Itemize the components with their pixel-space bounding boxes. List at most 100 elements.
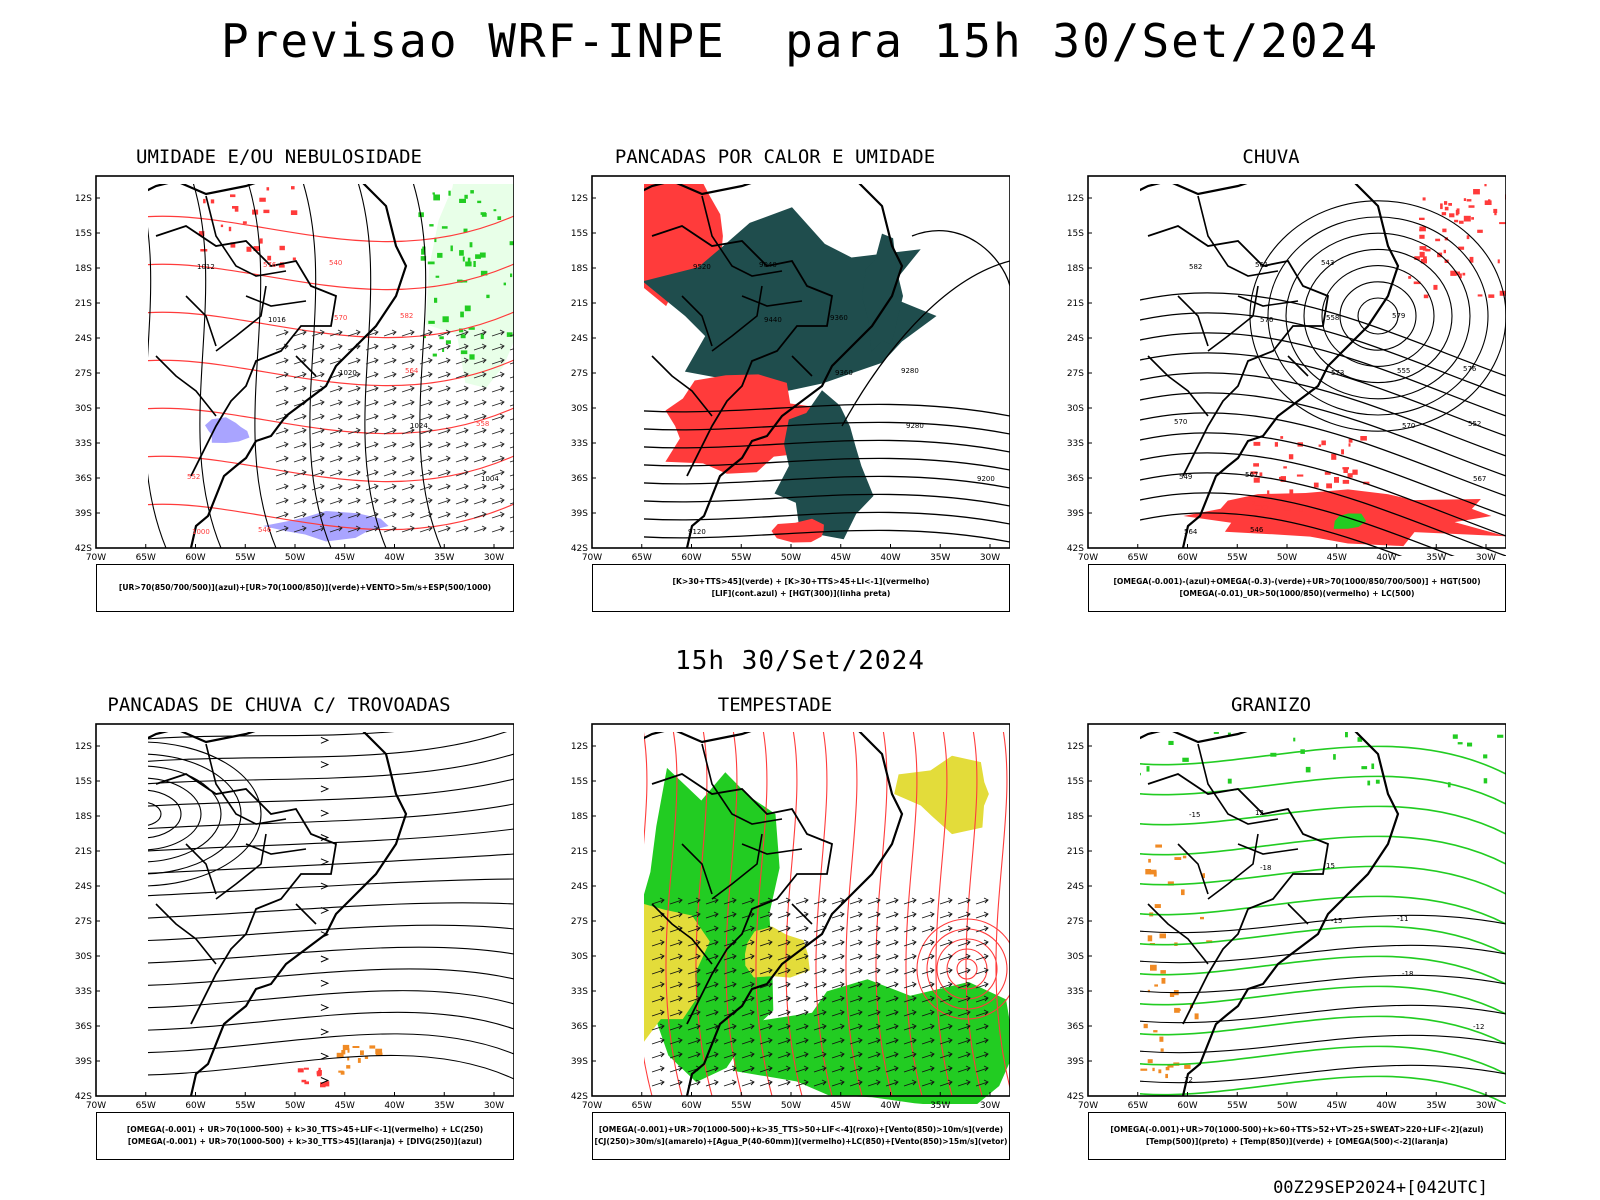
contour-label: 582 [400, 312, 413, 320]
latitude-label: 15S [75, 229, 92, 239]
wind-vector [867, 925, 881, 933]
latitude-label: 39S [75, 1057, 92, 1067]
wind-vector [275, 483, 289, 491]
humidity-speckle [442, 316, 449, 323]
wind-vector [903, 1023, 917, 1031]
wind-vector [491, 385, 505, 393]
temperature-speckle [1120, 776, 1125, 781]
wind-vector [383, 371, 397, 379]
water-vapor-contour [606, 724, 622, 1096]
streamline [148, 924, 514, 942]
wind-vector [365, 385, 379, 393]
wind-vector [401, 455, 415, 463]
wind-vector [885, 981, 899, 989]
latitude-label: 27S [75, 917, 92, 927]
jet-area [745, 926, 810, 978]
temperature-speckle [1457, 742, 1463, 745]
water-vapor-contour [965, 732, 983, 1097]
contour-label: 9600 [622, 210, 640, 218]
longitude-label: 70W [582, 1101, 602, 1111]
wind-arrowhead [320, 809, 330, 817]
lifted-index-speckle [596, 383, 602, 388]
wind-vector [509, 502, 514, 505]
rain-speckle [1499, 290, 1506, 296]
longitude-label: 55W [1227, 1101, 1247, 1111]
wind-vector [723, 981, 737, 989]
hail-speckle [1115, 981, 1118, 985]
rain-speckle [1119, 469, 1122, 473]
wind-arrowhead [320, 1052, 330, 1060]
wind-vector [741, 1079, 755, 1087]
contour-label: 543 [1321, 259, 1334, 267]
rain-speckle [1120, 404, 1127, 406]
humidity-speckle [232, 206, 236, 209]
lifted-index-speckle [630, 377, 634, 379]
longitude-label: 60W [185, 1101, 205, 1111]
wind-vector [759, 1051, 773, 1059]
wind-vector [491, 455, 505, 463]
hail-speckle [1154, 984, 1158, 987]
wind-vector [419, 413, 433, 421]
humidity-speckle [203, 198, 206, 204]
height-contour [1140, 372, 1506, 457]
thunderstorm-speckle [336, 1052, 344, 1058]
humidity-speckle [459, 250, 464, 256]
wind-vector [813, 953, 827, 961]
wind-vector [759, 1023, 773, 1031]
contour-label: 549 [1179, 473, 1192, 481]
humidity-speckle [98, 315, 103, 319]
wind-vector [777, 925, 791, 933]
wind-vector [705, 981, 719, 989]
wind-vector [293, 525, 307, 533]
wind-vector [957, 995, 971, 1003]
wind-vector [311, 399, 325, 407]
humidity-speckle [120, 298, 125, 303]
divergence-speckle [102, 924, 104, 929]
humidity-speckle [259, 197, 266, 202]
humidity-speckle [506, 332, 513, 337]
wind-vector [311, 343, 325, 351]
hail-speckle [1127, 919, 1134, 923]
humidity-speckle [132, 328, 135, 331]
humidity-speckle [439, 336, 444, 340]
wind-vector [419, 329, 433, 337]
contour-label: 567 [1245, 471, 1258, 479]
wind-vector [921, 1009, 935, 1017]
rain-speckle [1288, 454, 1294, 460]
wind-vector [329, 483, 343, 491]
temperature-speckle [1467, 742, 1473, 747]
wind-vector [885, 1037, 899, 1045]
hail-speckle [1184, 1064, 1191, 1069]
wind-vector [401, 441, 415, 449]
wind-vector [921, 981, 935, 989]
water-vapor-contour [845, 732, 863, 1097]
humidity-speckle [210, 199, 215, 204]
contour-label: 1004 [481, 475, 499, 483]
water-vapor-contour [905, 732, 923, 1097]
divergence-speckle [101, 948, 106, 953]
hail-speckle [1124, 946, 1129, 951]
wind-vector [473, 469, 487, 477]
thunderstorm-speckle [347, 1048, 350, 1053]
wind-vector [975, 911, 989, 919]
wind-vector [957, 981, 971, 989]
rain-speckle [1122, 320, 1124, 323]
wind-vector [419, 357, 433, 365]
thickness-contour [148, 455, 514, 483]
rain-speckle [1413, 281, 1421, 285]
wind-vector [365, 413, 379, 421]
wind-vector [831, 897, 845, 905]
humidity-speckle [462, 256, 465, 262]
wind-vector [455, 455, 469, 463]
height-contour [1140, 412, 1506, 497]
wind-vector [437, 525, 451, 533]
pressure-contour [357, 184, 387, 549]
wind-vector [437, 427, 451, 435]
wind-vector [669, 1037, 683, 1045]
wind-vector [383, 385, 397, 393]
wind-vector [813, 1023, 827, 1031]
longitude-label: 70W [1078, 553, 1098, 563]
panel-title: CHUVA [1242, 146, 1300, 168]
wind-vector [473, 511, 487, 519]
legend-box: [OMEGA(-0.001) + UR>70(1000-500) + k>30_… [96, 1112, 514, 1160]
